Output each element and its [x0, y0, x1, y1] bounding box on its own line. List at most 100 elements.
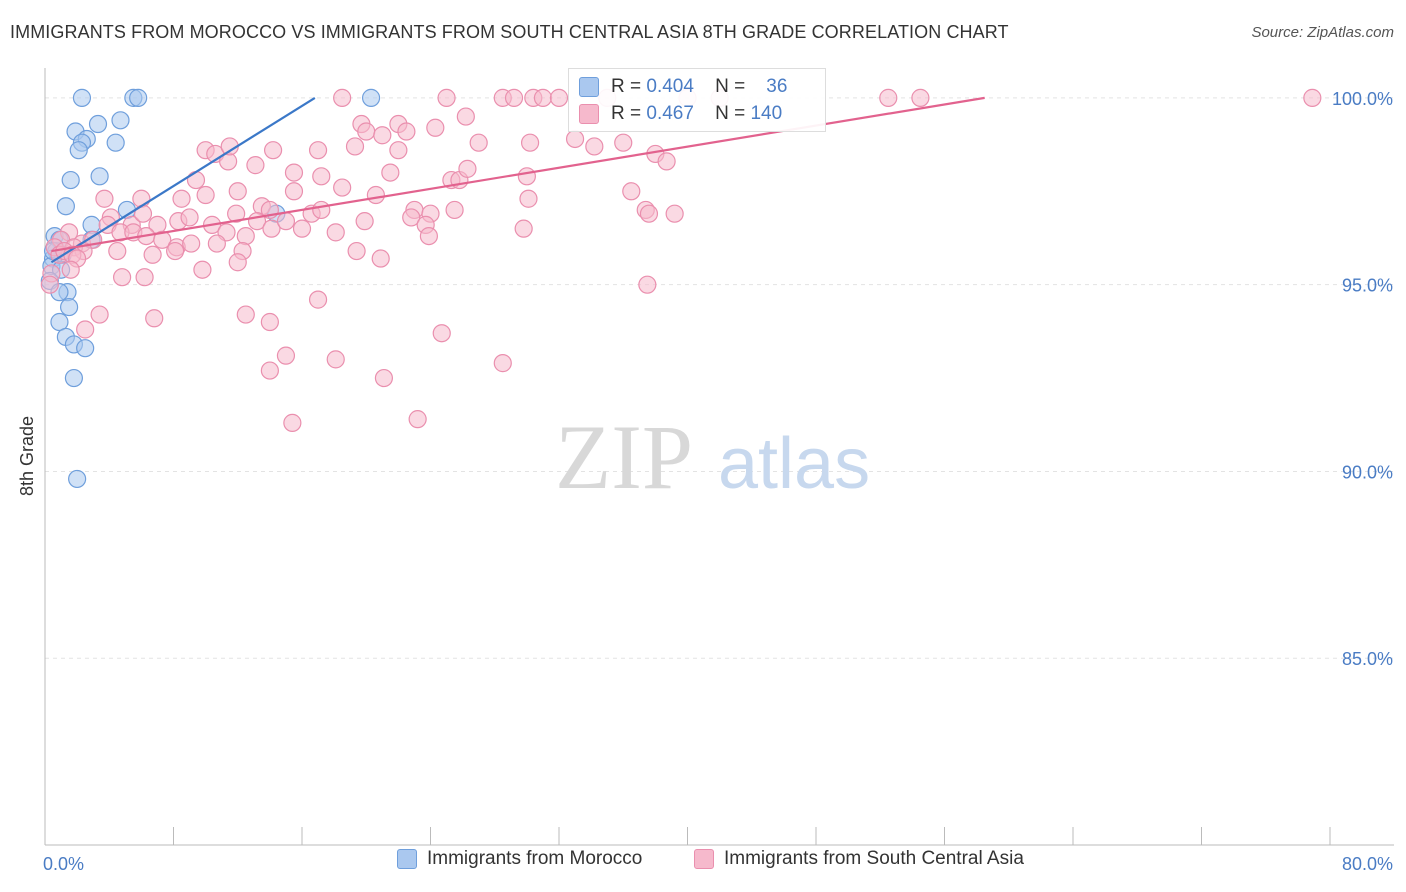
stats-r-value: 0.467 — [646, 103, 694, 124]
point-south-central-asia — [145, 309, 164, 328]
point-south-central-asia — [333, 88, 352, 107]
point-south-central-asia — [228, 253, 247, 272]
point-south-central-asia — [227, 204, 246, 223]
point-south-central-asia — [504, 88, 524, 107]
point-south-central-asia — [347, 241, 366, 261]
point-morocco — [90, 167, 109, 186]
watermark-atlas: atlas — [718, 424, 870, 504]
point-south-central-asia — [236, 305, 255, 324]
stats-swatch-morocco — [579, 77, 599, 97]
point-south-central-asia — [260, 361, 279, 380]
trend-line-south-central-asia — [51, 96, 985, 253]
stats-box: R = 0.404 N = 36 R = 0.467 N = 140 — [568, 68, 826, 132]
point-south-central-asia — [132, 189, 151, 208]
legend-swatch-south-central-asia — [694, 849, 714, 869]
point-south-central-asia — [90, 305, 109, 324]
stats-row-south-central-asia: R = 0.467 N = 140 — [579, 101, 782, 127]
point-south-central-asia — [182, 234, 201, 253]
point-south-central-asia — [397, 122, 416, 141]
point-morocco — [88, 114, 108, 134]
point-south-central-asia — [657, 152, 676, 171]
point-south-central-asia — [519, 189, 538, 208]
point-south-central-asia — [246, 156, 265, 175]
point-south-central-asia — [276, 212, 296, 231]
point-south-central-asia — [381, 163, 400, 182]
point-south-central-asia — [408, 410, 427, 429]
point-morocco — [69, 141, 88, 160]
point-south-central-asia — [565, 129, 585, 149]
point-south-central-asia — [292, 219, 312, 238]
y-tick-label: 90.0% — [1342, 462, 1393, 482]
point-south-central-asia — [284, 163, 304, 182]
point-south-central-asia — [312, 167, 331, 186]
point-south-central-asia — [228, 182, 247, 201]
point-south-central-asia — [180, 208, 199, 227]
legend: Immigrants from Morocco Immigrants from … — [0, 848, 1406, 880]
point-south-central-asia — [61, 260, 80, 279]
point-south-central-asia — [143, 245, 162, 264]
point-south-central-asia — [493, 354, 512, 373]
stats-r-label: R = — [611, 76, 642, 97]
point-south-central-asia — [585, 137, 604, 156]
chart-title: IMMIGRANTS FROM MOROCCO VS IMMIGRANTS FR… — [10, 22, 1009, 42]
point-south-central-asia — [622, 182, 641, 201]
point-south-central-asia — [426, 118, 445, 137]
point-south-central-asia — [345, 137, 365, 156]
point-south-central-asia — [186, 170, 206, 190]
point-south-central-asia — [76, 320, 95, 339]
point-south-central-asia — [166, 241, 185, 261]
x-tick-label: 0.0% — [43, 854, 84, 874]
point-south-central-asia — [911, 88, 930, 107]
point-south-central-asia — [108, 241, 127, 261]
axes — [44, 68, 1394, 846]
stats-r-value: 0.404 — [646, 76, 694, 97]
point-morocco — [76, 339, 95, 358]
y-tick-label: 85.0% — [1342, 649, 1393, 669]
point-south-central-asia — [308, 141, 328, 160]
tick-labels: 100.0% 95.0% 90.0% 85.0% 0.0% 80.0% — [43, 89, 1393, 874]
point-south-central-asia — [374, 368, 394, 388]
point-south-central-asia — [520, 133, 540, 152]
point-south-central-asia — [207, 234, 226, 253]
watermark: ZIP atlas — [555, 406, 870, 508]
point-south-central-asia — [326, 223, 345, 242]
point-south-central-asia — [514, 219, 533, 238]
stats-n-label: N = — [715, 103, 746, 124]
point-south-central-asia — [366, 185, 385, 205]
point-south-central-asia — [263, 141, 283, 160]
point-south-central-asia — [456, 107, 475, 126]
point-south-central-asia — [260, 312, 279, 332]
point-south-central-asia — [371, 249, 390, 268]
point-south-central-asia — [40, 275, 59, 294]
point-south-central-asia — [402, 208, 421, 227]
point-morocco — [59, 297, 79, 317]
point-morocco — [106, 133, 125, 152]
point-south-central-asia — [533, 88, 553, 107]
y-tick-label: 100.0% — [1332, 89, 1393, 109]
stats-n-value: 36 — [766, 76, 788, 97]
chart-source: Source: ZipAtlas.com — [1251, 24, 1394, 41]
point-south-central-asia — [333, 178, 352, 197]
point-south-central-asia — [193, 260, 212, 279]
legend-item-south-central-asia[interactable]: Immigrants from South Central Asia — [694, 848, 1024, 870]
point-south-central-asia — [432, 324, 451, 343]
trend-lines — [50, 96, 985, 264]
point-morocco — [64, 368, 84, 388]
point-south-central-asia — [469, 133, 488, 152]
point-south-central-asia — [135, 268, 154, 287]
point-south-central-asia — [355, 212, 374, 231]
point-south-central-asia — [236, 227, 255, 246]
point-south-central-asia — [517, 167, 536, 186]
stats-n-value: 140 — [750, 103, 783, 124]
y-tick-label: 95.0% — [1342, 276, 1393, 296]
point-south-central-asia — [879, 88, 898, 107]
stats-swatch-south-central-asia — [579, 104, 599, 124]
point-south-central-asia — [665, 204, 684, 223]
point-morocco — [68, 469, 87, 489]
legend-item-morocco[interactable]: Immigrants from Morocco — [397, 848, 642, 870]
point-south-central-asia — [639, 204, 659, 223]
point-south-central-asia — [262, 219, 281, 238]
point-south-central-asia — [95, 189, 114, 208]
point-south-central-asia — [276, 346, 296, 365]
